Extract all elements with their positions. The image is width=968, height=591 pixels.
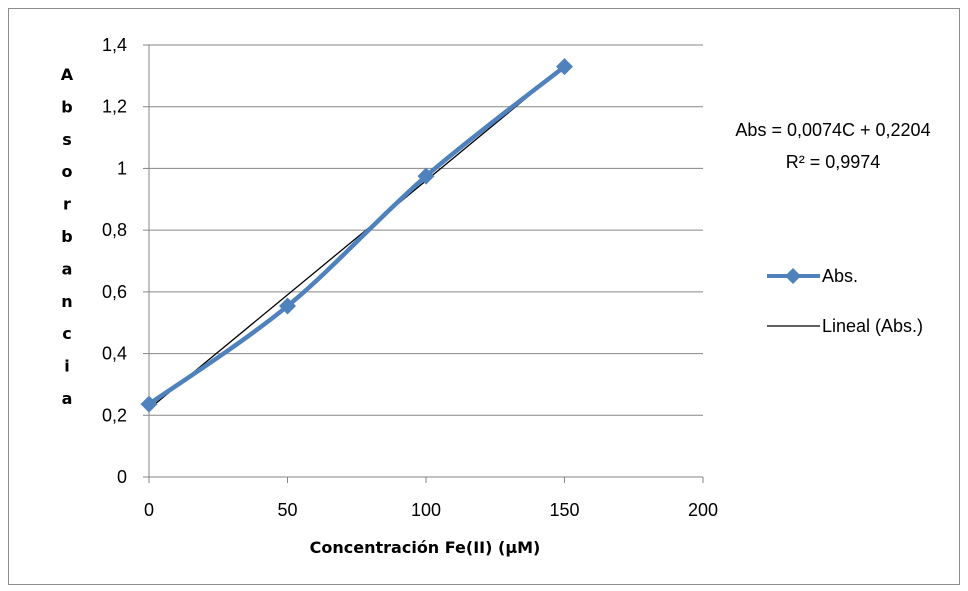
- axes: [148, 45, 704, 483]
- y-axis-title-char: r: [63, 195, 71, 214]
- y-axis-title-char: o: [62, 162, 73, 181]
- chart-frame: [8, 8, 960, 585]
- y-axis-title-char: b: [61, 97, 72, 116]
- x-tick-label: 150: [549, 500, 579, 520]
- x-tick-label: 200: [688, 500, 718, 520]
- y-tick-label: 0,8: [102, 220, 127, 240]
- y-tick-label: 1,2: [102, 97, 127, 117]
- y-axis-title-char: a: [62, 259, 73, 278]
- series-line-abs: [147, 64, 566, 407]
- y-tick-label: 0,2: [102, 405, 127, 425]
- y-tick-label: 1,4: [102, 35, 127, 55]
- y-tick-labels: 0 0,2 0,4 0,6 0,8 1 1,2 1,4: [102, 35, 127, 487]
- y-axis-title-char: A: [61, 65, 74, 84]
- legend: Abs. Lineal (Abs.): [767, 266, 923, 336]
- data-point: [279, 297, 296, 315]
- x-tick-label: 100: [411, 500, 441, 520]
- y-axis-title-char: a: [62, 389, 73, 408]
- y-axis-title-char: i: [64, 357, 69, 376]
- y-tick-label: 0,6: [102, 282, 127, 302]
- x-tick-label: 50: [277, 500, 297, 520]
- gridlines: [143, 44, 703, 478]
- x-tick-labels: 0 50 100 150 200: [144, 500, 718, 520]
- y-axis-title-char: b: [61, 227, 72, 246]
- trendline-equation: Abs = 0,0074C + 0,2204: [735, 120, 930, 140]
- data-point: [556, 58, 573, 76]
- y-axis-title-char: s: [62, 130, 72, 149]
- y-tick-label: 0,4: [102, 344, 127, 364]
- x-tick-label: 0: [144, 500, 154, 520]
- trendline: [148, 65, 565, 410]
- data-point: [417, 167, 435, 185]
- legend-trend-label: Lineal (Abs.): [822, 316, 923, 336]
- y-axis-title-char: n: [61, 292, 72, 311]
- trendline-layer: [148, 65, 565, 410]
- y-axis-title-char: c: [62, 324, 71, 343]
- y-tick-label: 0: [117, 467, 127, 487]
- series-layer: [140, 58, 573, 413]
- y-tick-label: 1: [117, 158, 127, 178]
- x-axis-title: Concentración Fe(II) (μM): [310, 538, 541, 557]
- r-squared-label: R² = 0,9974: [786, 152, 881, 172]
- data-point: [140, 395, 158, 413]
- legend-abs-marker: [785, 268, 801, 284]
- legend-abs-label: Abs.: [822, 266, 858, 286]
